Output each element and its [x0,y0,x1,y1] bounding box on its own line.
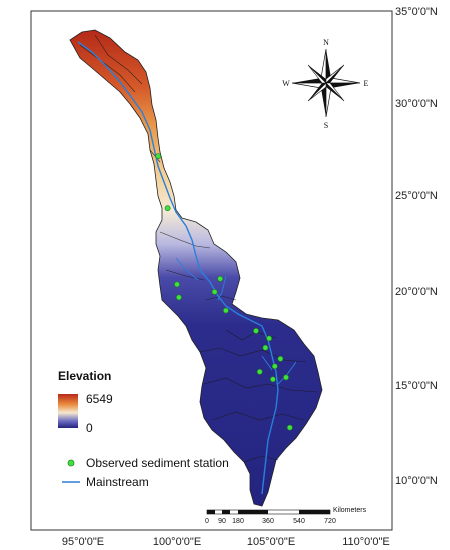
lon-label-110: 110°0'0"E [342,536,390,548]
station-marker-15 [283,374,289,381]
station-legend-label: Observed sediment station [86,456,229,470]
compass-south: S [324,121,328,130]
station-marker-8 [253,327,259,334]
lat-label-35: 35°0'0"N [395,6,438,18]
station-marker-2 [164,205,171,212]
scale-bar: Kilometers 0 90 180 360 540 720 [205,507,367,525]
station-marker-7 [222,307,229,314]
compass-rose-icon: N S E W [282,38,368,130]
station-marker-4 [175,294,182,301]
mainstream-river [77,41,279,495]
station-marker-13 [256,368,263,375]
lon-label-100: 100°0'0"E [153,536,201,548]
station-marker-16 [286,424,293,431]
lon-label-105: 105°0'0"E [247,536,295,548]
compass-north: N [323,38,329,47]
station-marker-10 [262,344,269,351]
lat-label-25: 25°0'0"N [395,190,438,202]
scale-unit-label: Kilometers [333,507,367,514]
elevation-legend-title: Elevation [58,369,111,383]
station-marker-5 [211,288,218,295]
lon-label-95: 95°0'0"E [62,536,104,548]
station-marker-9 [266,335,272,342]
lat-label-20: 20°0'0"N [395,286,438,298]
scale-tick-720: 720 [324,518,336,525]
compass-west: W [282,79,290,88]
mainstream-legend-label: Mainstream [86,475,149,489]
elevation-color-ramp [58,394,78,428]
compass-east: E [364,79,369,88]
scale-tick-90: 90 [218,518,226,525]
lat-label-30: 30°0'0"N [395,98,438,110]
tributary-river [175,257,297,385]
station-marker-12 [271,363,278,370]
station-legend-icon [67,459,75,467]
lat-label-15: 15°0'0"N [395,380,438,392]
station-marker-14 [269,376,276,383]
station-marker-6 [217,275,224,282]
scale-tick-180: 180 [232,518,244,525]
scale-tick-0: 0 [205,518,209,525]
station-marker-11 [277,355,284,362]
station-marker-1 [155,153,162,159]
basin-area [69,29,323,507]
lat-label-10: 10°0'0"N [395,475,438,487]
scale-tick-360: 360 [262,518,274,525]
elevation-min-label: 0 [86,421,93,435]
station-marker-3 [174,281,180,288]
station-markers [155,153,293,431]
elevation-max-label: 6549 [86,392,113,406]
scale-tick-540: 540 [293,518,305,525]
sub-basin-boundaries [79,34,319,463]
